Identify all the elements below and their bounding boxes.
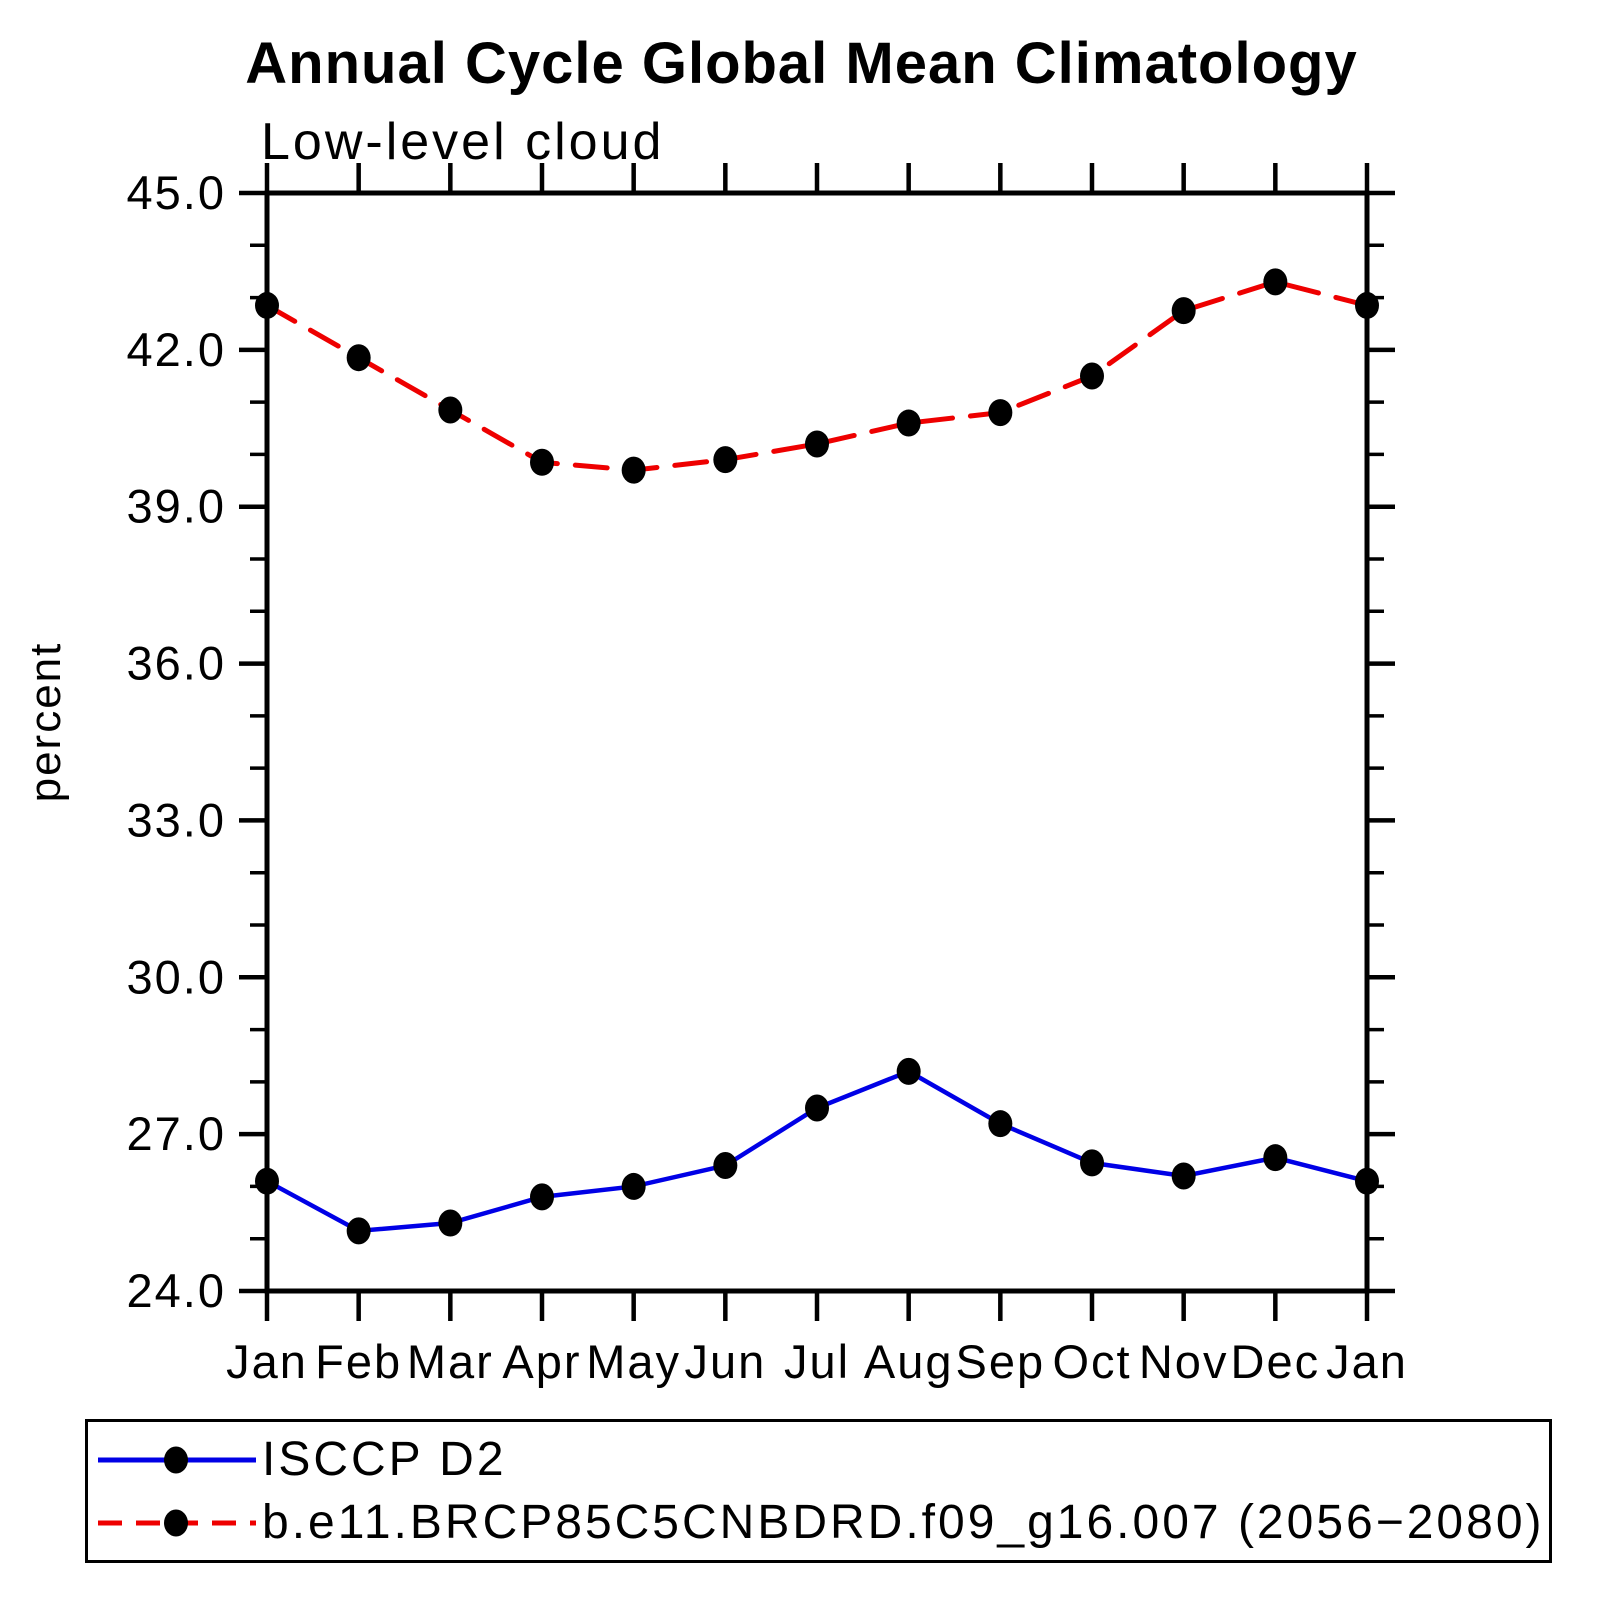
data-point-marker [1263, 1144, 1288, 1172]
y-axis-label: percent [21, 641, 70, 803]
data-point-marker [1355, 291, 1379, 319]
chart-title: Annual Cycle Global Mean Climatology [245, 31, 1358, 96]
data-point-marker [988, 1110, 1013, 1138]
data-point-marker [621, 456, 646, 484]
black-dot-icon [164, 1446, 188, 1473]
x-tick-label: Jan [226, 1335, 308, 1388]
data-point-marker [896, 1057, 921, 1085]
data-point-marker [713, 1152, 738, 1180]
data-point-marker [805, 1094, 829, 1122]
legend-item-isccp: ISCCP D2 [92, 1430, 1549, 1490]
y-tick-label: 24.0 [127, 1264, 226, 1317]
x-tick-label: Apr [502, 1335, 581, 1388]
data-point-marker [346, 1217, 371, 1245]
data-point-marker [988, 399, 1013, 427]
x-tick-label: Aug [864, 1335, 954, 1388]
y-tick-label: 42.0 [127, 323, 226, 376]
data-point-marker [1355, 1167, 1379, 1195]
data-point-marker [1080, 362, 1104, 390]
data-point-marker [805, 430, 829, 458]
x-tick-label: Jul [784, 1335, 850, 1388]
legend-line-sample-solid [98, 1446, 256, 1473]
x-tick-label: Jan [1326, 1335, 1408, 1388]
plot-frame [264, 190, 1370, 1294]
x-tick-label: Nov [1139, 1335, 1229, 1388]
x-tick-label: Jun [684, 1335, 766, 1388]
y-tick-label: 45.0 [127, 166, 226, 219]
data-point-marker [255, 1167, 279, 1195]
legend-box: ISCCP D2 b.e11.BRCP85C5CNBDRD.f09_g16.00… [85, 1419, 1552, 1563]
y-tick-label: 33.0 [127, 793, 226, 846]
data-point-marker [713, 446, 738, 474]
legend-label: b.e11.BRCP85C5CNBDRD.f09_g16.007 (2056−2… [262, 1495, 1545, 1549]
x-tick-label: Oct [1052, 1335, 1131, 1388]
x-tick-label: May [586, 1335, 681, 1388]
black-dot-icon [164, 1509, 188, 1536]
data-point-marker [1263, 268, 1288, 296]
data-point-marker [896, 409, 921, 437]
data-point-marker [438, 396, 463, 424]
y-tick-label: 39.0 [127, 480, 226, 533]
data-point-marker [530, 448, 554, 476]
legend-item-model: b.e11.BRCP85C5CNBDRD.f09_g16.007 (2056−2… [92, 1493, 1549, 1553]
x-tick-label: Feb [315, 1335, 402, 1388]
data-point-marker [1171, 1162, 1196, 1190]
y-tick-label: 30.0 [127, 950, 226, 1003]
data-point-marker [1080, 1149, 1104, 1177]
data-point-marker [621, 1172, 646, 1200]
data-point-marker [438, 1209, 463, 1237]
y-tick-label: 36.0 [127, 637, 226, 690]
data-point-marker [530, 1183, 554, 1211]
y-tick-label: 27.0 [127, 1107, 226, 1160]
chart-subtitle: Low-level cloud [261, 113, 665, 171]
legend-line-sample-dashed [98, 1509, 256, 1536]
x-tick-label: Dec [1231, 1335, 1321, 1388]
x-tick-label: Sep [956, 1335, 1046, 1388]
legend-label: ISCCP D2 [262, 1432, 507, 1486]
data-point-marker [255, 291, 279, 319]
data-point-marker [346, 344, 371, 372]
x-tick-label: Mar [407, 1335, 494, 1388]
data-point-marker [1171, 297, 1196, 325]
